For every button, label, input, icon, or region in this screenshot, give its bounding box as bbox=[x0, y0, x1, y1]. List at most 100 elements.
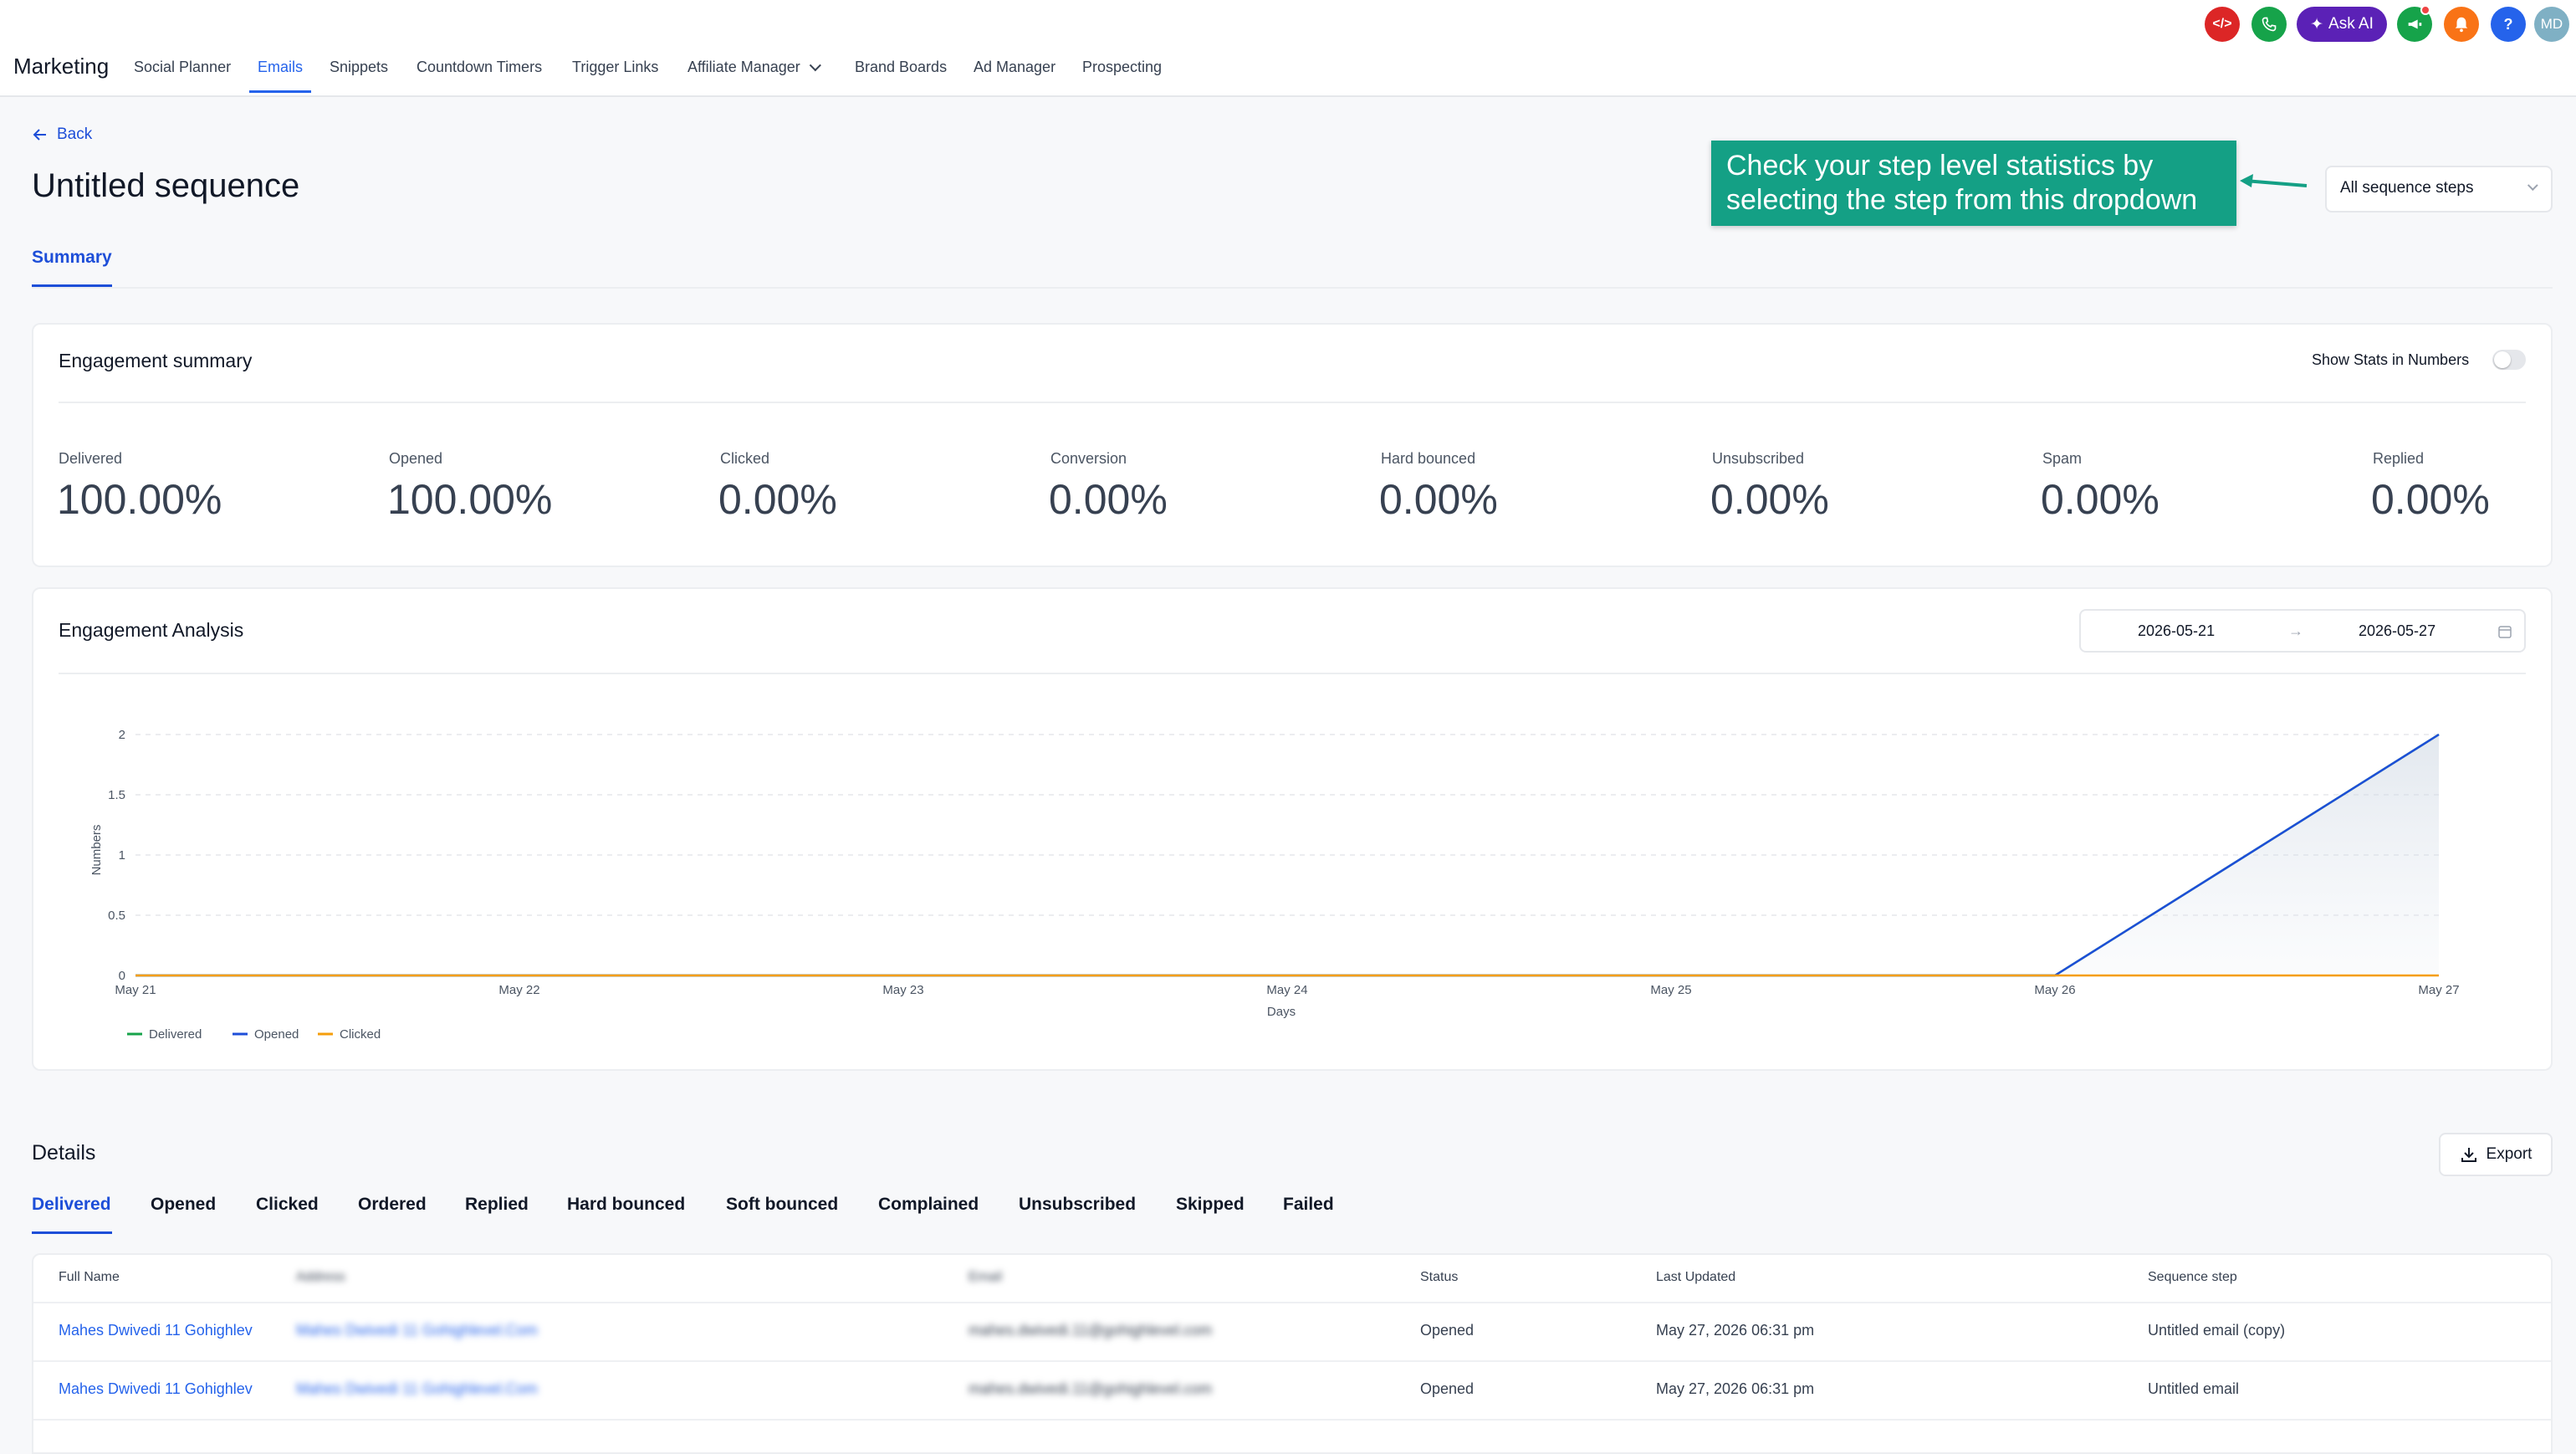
x-tick-label: May 23 bbox=[882, 983, 923, 997]
tab-skipped[interactable]: Skipped bbox=[1176, 1195, 1245, 1214]
summary-divider bbox=[59, 402, 2526, 403]
nav-ad-manager[interactable]: Ad Manager bbox=[974, 59, 1056, 75]
column-header-address[interactable]: Address bbox=[296, 1270, 345, 1284]
row-full-name[interactable]: Mahes Dwivedi 11 Gohighlev bbox=[59, 1380, 253, 1397]
row-last-updated: May 27, 2026 06:31 pm bbox=[1656, 1380, 1815, 1397]
nav-social-planner[interactable]: Social Planner bbox=[134, 59, 232, 75]
row-status: Opened bbox=[1420, 1322, 1475, 1339]
chevron-down-icon bbox=[2527, 180, 2538, 192]
stat-label-conversion: Conversion bbox=[1050, 450, 1127, 467]
top-navigation: Marketing Social Planner Emails Snippets… bbox=[0, 0, 2576, 97]
stat-value-conversion: 0.00% bbox=[1049, 476, 1168, 523]
row-sequence-step: Untitled email bbox=[2148, 1380, 2240, 1397]
code-icon[interactable]: </> bbox=[2205, 7, 2240, 42]
tab-replied[interactable]: Replied bbox=[465, 1195, 529, 1214]
stat-value-replied: 0.00% bbox=[2371, 476, 2490, 523]
tab-clicked[interactable]: Clicked bbox=[256, 1195, 319, 1214]
engagement-line-chart: 0 0.5 1 1.5 2 May 21 May 22 May 23 May 24 May 25… bbox=[89, 728, 2460, 1042]
x-tick-label: May 27 bbox=[2418, 983, 2459, 997]
column-header-sequence-step[interactable]: Sequence step bbox=[2148, 1270, 2237, 1284]
phone-icon[interactable] bbox=[2251, 7, 2287, 42]
date-from: 2026-05-21 bbox=[2138, 622, 2216, 639]
stats-in-numbers-toggle[interactable] bbox=[2492, 350, 2526, 370]
back-label: Back bbox=[57, 125, 93, 143]
analysis-divider bbox=[59, 673, 2526, 674]
app-title: Marketing bbox=[13, 54, 110, 79]
column-header-status[interactable]: Status bbox=[1420, 1270, 1459, 1284]
calendar-icon bbox=[2498, 626, 2512, 638]
nav-brand-boards[interactable]: Brand Boards bbox=[855, 59, 948, 75]
tab-failed[interactable]: Failed bbox=[1283, 1195, 1334, 1214]
stat-label-delivered: Delivered bbox=[59, 450, 123, 467]
x-axis-label: Days bbox=[1267, 1005, 1296, 1019]
tab-summary[interactable]: Summary bbox=[32, 248, 112, 267]
stat-value-hard-bounced: 0.00% bbox=[1379, 476, 1498, 523]
engagement-analysis-title: Engagement Analysis bbox=[59, 619, 244, 641]
nav-affiliate-manager[interactable]: Affiliate Manager bbox=[687, 59, 821, 76]
stat-label-hard-bounced: Hard bounced bbox=[1381, 450, 1476, 467]
sequence-step-select[interactable]: All sequence steps bbox=[2325, 166, 2553, 212]
column-header-last-updated[interactable]: Last Updated bbox=[1656, 1270, 1736, 1284]
tab-complained[interactable]: Complained bbox=[878, 1195, 979, 1214]
engagement-summary-title: Engagement summary bbox=[59, 350, 253, 371]
stat-value-spam: 0.00% bbox=[2041, 476, 2159, 523]
stat-value-clicked: 0.00% bbox=[718, 476, 837, 523]
ask-ai-button[interactable]: ✦ Ask AI bbox=[2297, 7, 2387, 42]
nav-countdown-timers[interactable]: Countdown Timers bbox=[417, 59, 543, 75]
stat-value-unsubscribed: 0.00% bbox=[1710, 476, 1829, 523]
row-full-name[interactable]: Mahes Dwivedi 11 Gohighlev bbox=[59, 1322, 253, 1339]
x-tick-label: May 24 bbox=[1266, 983, 1307, 997]
help-icon[interactable]: ? bbox=[2491, 7, 2526, 42]
nav-trigger-links[interactable]: Trigger Links bbox=[572, 59, 659, 75]
nav-snippets[interactable]: Snippets bbox=[330, 59, 389, 75]
engagement-analysis-card bbox=[32, 587, 2553, 1071]
x-tick-label: May 26 bbox=[2034, 983, 2075, 997]
export-button[interactable]: Export bbox=[2439, 1133, 2553, 1176]
notification-dot bbox=[2420, 5, 2430, 15]
date-range-picker[interactable]: 2026-05-21 → 2026-05-27 bbox=[2079, 609, 2526, 653]
stat-label-unsubscribed: Unsubscribed bbox=[1712, 450, 1805, 467]
tab-active-indicator bbox=[32, 284, 112, 287]
tab-delivered[interactable]: Delivered bbox=[32, 1195, 111, 1214]
tab-unsubscribed[interactable]: Unsubscribed bbox=[1019, 1195, 1137, 1214]
y-tick-label: 0.5 bbox=[108, 909, 125, 923]
back-link[interactable]: Back bbox=[32, 125, 92, 144]
column-header-email[interactable]: Email bbox=[969, 1270, 1003, 1284]
nav-prospecting[interactable]: Prospecting bbox=[1082, 59, 1163, 75]
tab-opened[interactable]: Opened bbox=[151, 1195, 217, 1214]
y-tick-label: 0 bbox=[119, 969, 125, 983]
stat-value-delivered: 100.00% bbox=[57, 476, 222, 523]
tab-soft-bounced[interactable]: Soft bounced bbox=[726, 1195, 839, 1214]
row-email: mahes.dwivedi.11@gohighlevel.com bbox=[969, 1380, 1213, 1397]
avatar[interactable]: MD bbox=[2534, 7, 2569, 42]
nav-affiliate-manager-label: Affiliate Manager bbox=[687, 59, 800, 75]
chevron-down-icon bbox=[809, 59, 821, 72]
megaphone-glyph bbox=[2408, 19, 2422, 29]
sparkle-icon: ✦ bbox=[2310, 15, 2324, 33]
stat-value-opened: 100.00% bbox=[387, 476, 553, 523]
tab-ordered[interactable]: Ordered bbox=[358, 1195, 427, 1214]
stats-toggle-label: Show Stats in Numbers bbox=[2312, 351, 2470, 368]
row-email: mahes.dwivedi.11@gohighlevel.com bbox=[969, 1322, 1213, 1339]
date-to: 2026-05-27 bbox=[2359, 622, 2436, 639]
arrow-right-icon: → bbox=[2288, 622, 2303, 639]
legend-item: Clicked bbox=[340, 1027, 381, 1042]
column-header-full-name[interactable]: Full Name bbox=[59, 1270, 120, 1284]
nav-emails[interactable]: Emails bbox=[258, 59, 304, 75]
area-fill bbox=[135, 735, 2439, 975]
row-address[interactable]: Mahes Dwivedi 11 Gohighlevel.Com bbox=[296, 1380, 538, 1397]
bell-icon[interactable] bbox=[2444, 7, 2479, 42]
arrow-left-icon bbox=[33, 129, 46, 141]
row-address[interactable]: Mahes Dwivedi 11 Gohighlevel.Com bbox=[296, 1322, 538, 1339]
nav-active-indicator bbox=[249, 90, 311, 93]
tab-hard-bounced[interactable]: Hard bounced bbox=[567, 1195, 686, 1214]
page-title: Untitled sequence bbox=[32, 167, 300, 204]
legend-item: Delivered bbox=[149, 1027, 202, 1042]
callout-arrow-icon bbox=[2240, 174, 2308, 187]
details-tab-active-indicator bbox=[32, 1231, 112, 1234]
phone-glyph bbox=[2262, 17, 2277, 32]
header-divider bbox=[33, 1302, 2551, 1303]
engagement-summary-card bbox=[32, 323, 2553, 567]
tabs-divider bbox=[32, 287, 2553, 289]
details-table: Full Name Address Email Status Last Upda… bbox=[32, 1253, 2553, 1454]
